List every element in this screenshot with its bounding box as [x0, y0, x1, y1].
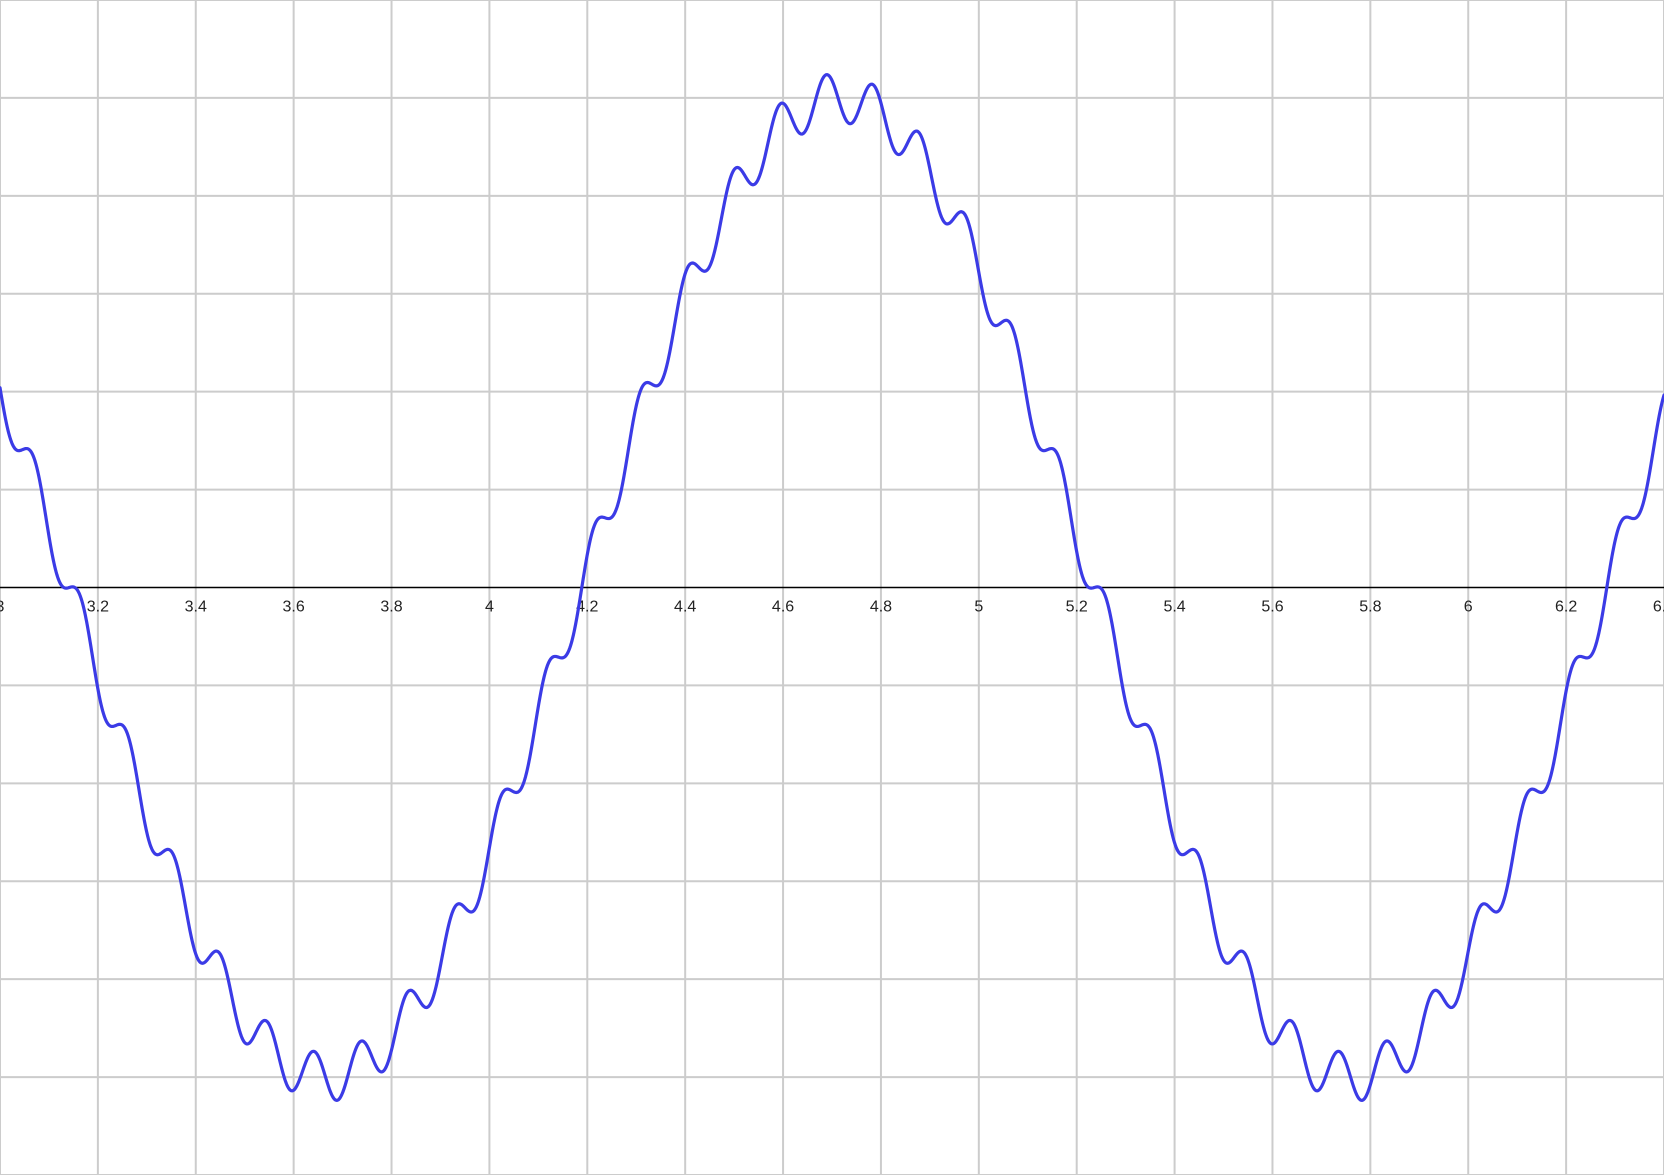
x-tick-labels: 3 3.2 3.4 3.6 3.8 4 4.2 4.4 4.6 4.8 5 5.2 5.4 5.6 5.8 6…: [0, 599, 1664, 616]
series-line: [0, 73, 1664, 1102]
x-tick-label: 3.6: [283, 599, 305, 616]
x-tick-label: 5.6: [1261, 599, 1283, 616]
x-tick-label: 3: [0, 599, 5, 616]
x-tick-label: 4.4: [674, 599, 696, 616]
x-tick-label: 4.8: [870, 599, 892, 616]
x-tick-label: 5.4: [1163, 599, 1185, 616]
x-tick-label: 3.4: [185, 599, 207, 616]
x-tick-label: 3.8: [380, 599, 402, 616]
x-tick-label: 4: [485, 599, 494, 616]
x-tick-label: 6: [1464, 599, 1473, 616]
x-tick-label: 5: [974, 599, 983, 616]
x-tick-label: 3.2: [87, 599, 109, 616]
series-layer: [0, 73, 1664, 1102]
x-tick-label: 4.2: [576, 599, 598, 616]
x-tick-label: 6.4: [1653, 599, 1664, 616]
x-tick-label: 4.6: [772, 599, 794, 616]
x-tick-label: 6.2: [1555, 599, 1577, 616]
x-tick-label: 5.2: [1066, 599, 1088, 616]
x-tick-label: 5.8: [1359, 599, 1381, 616]
